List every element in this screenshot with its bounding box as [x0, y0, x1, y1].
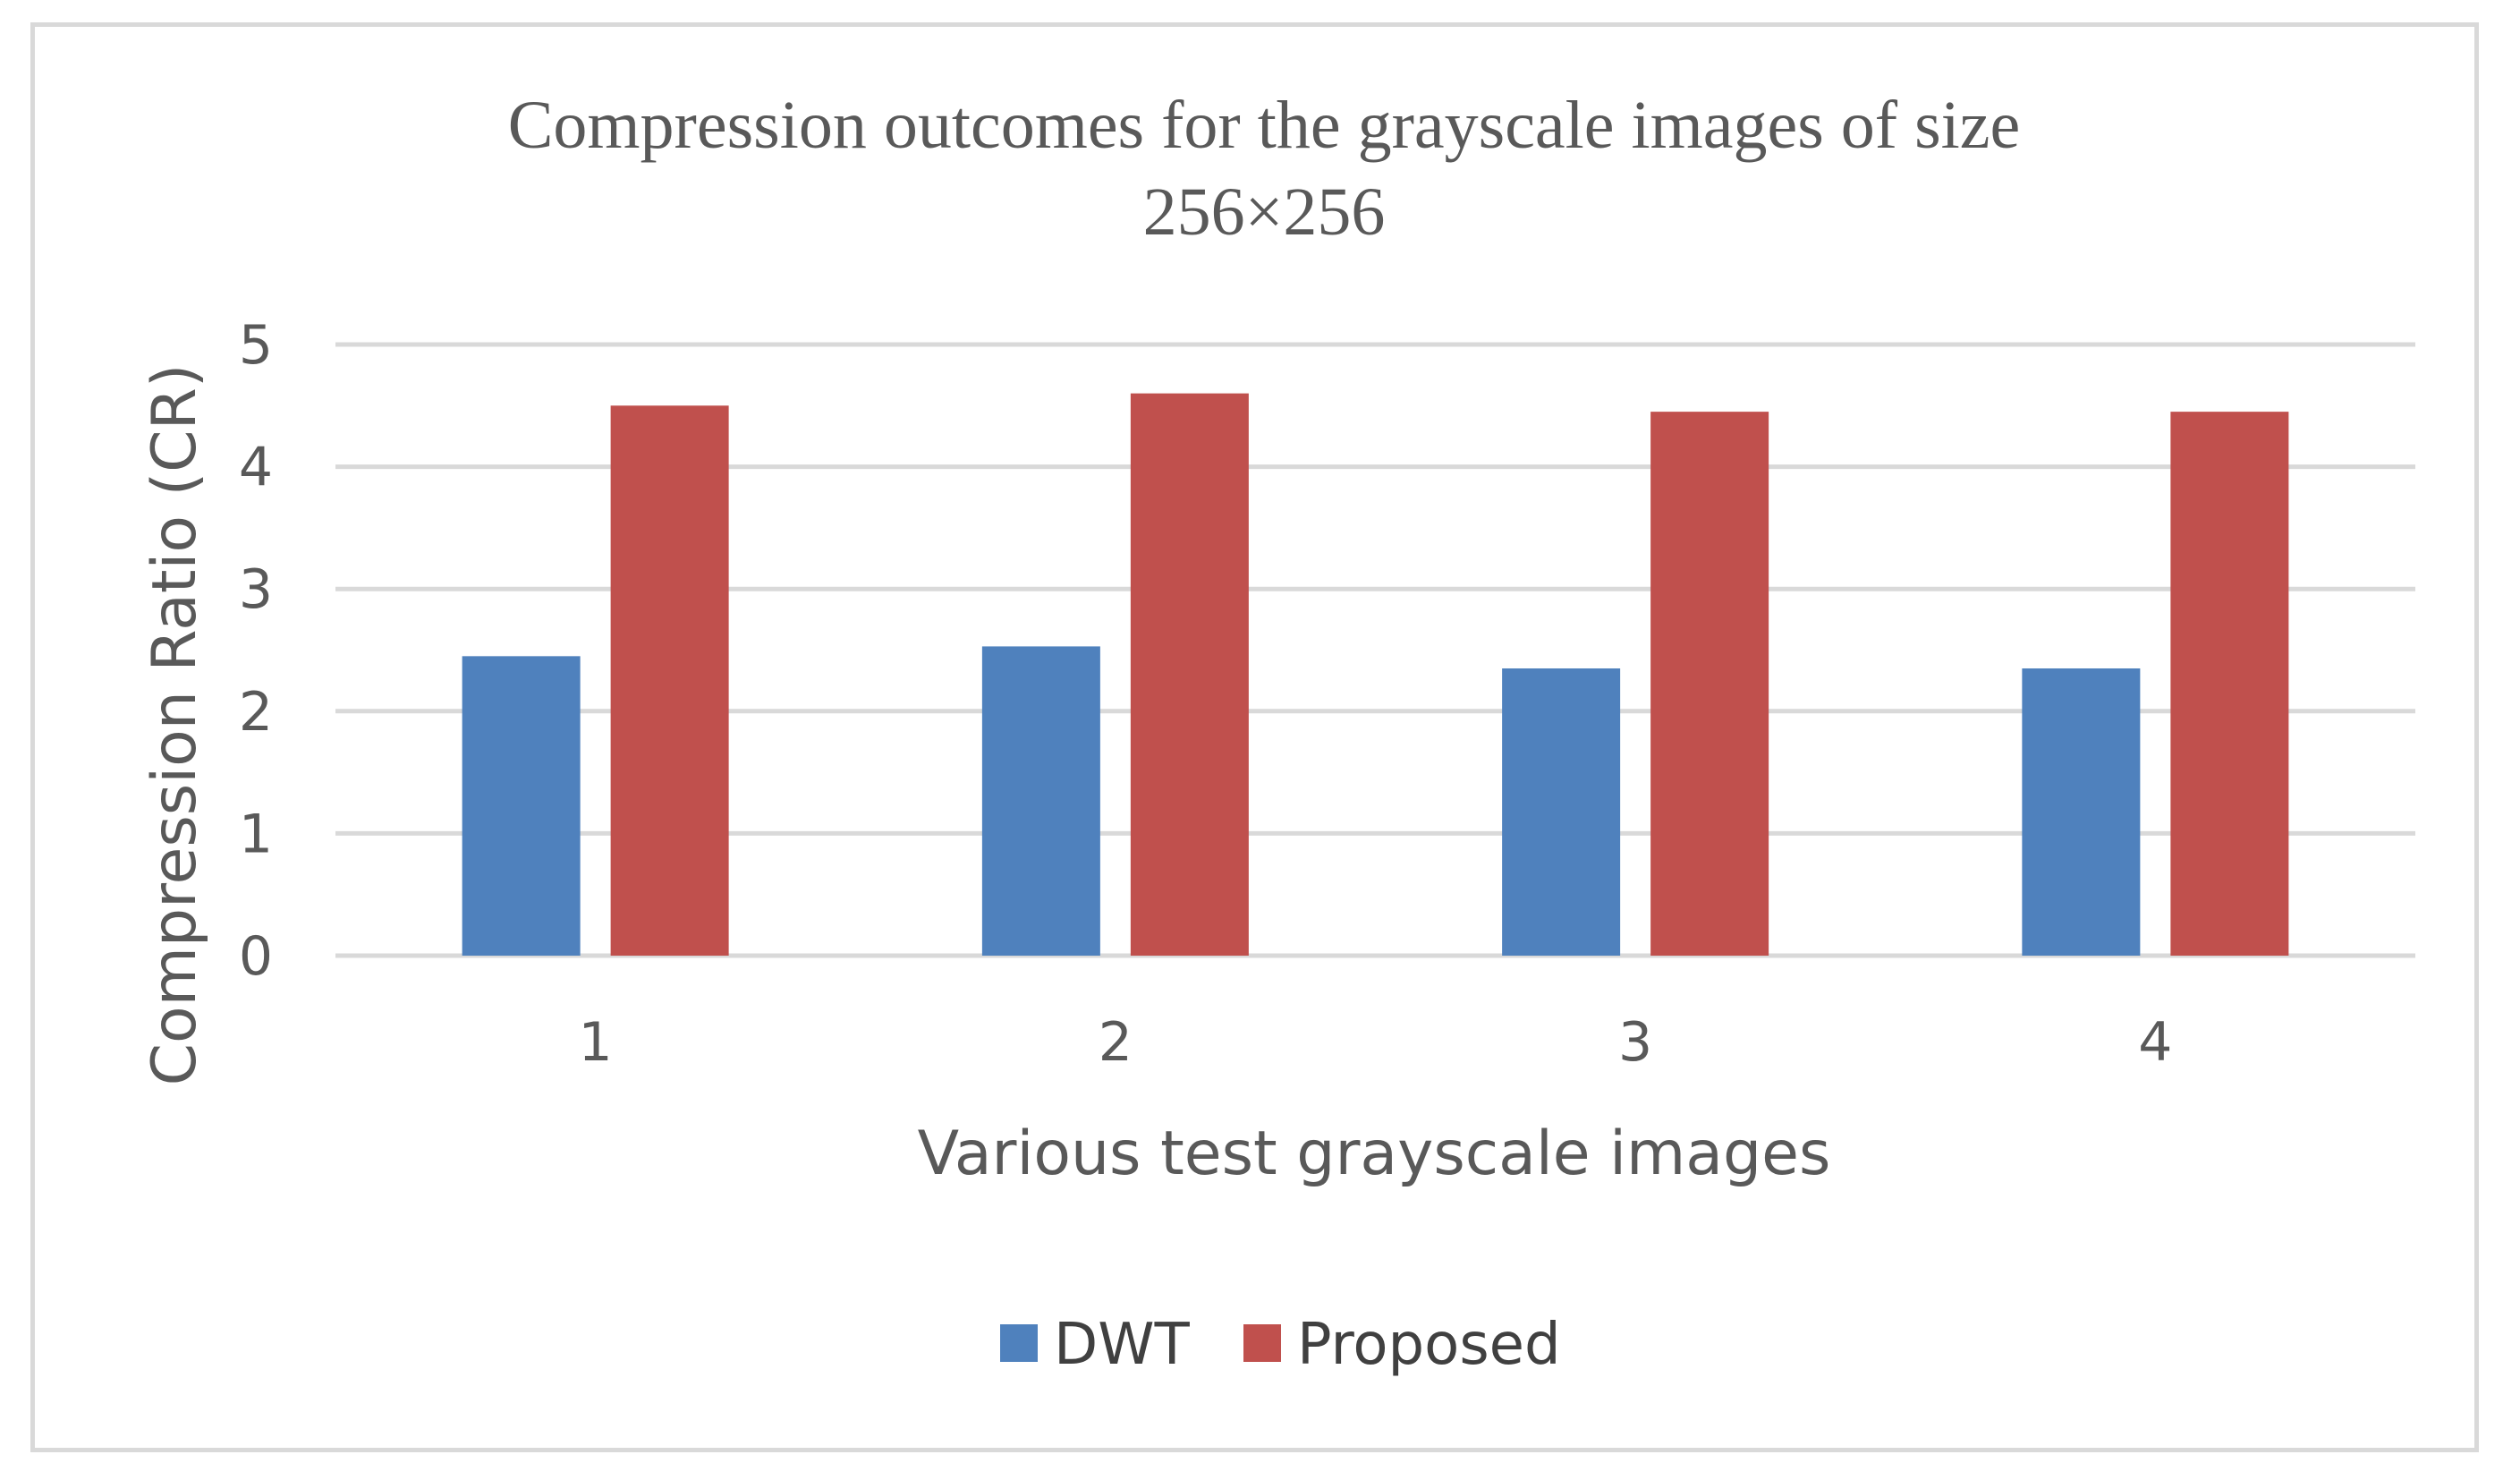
x-tick-label: 1: [579, 1011, 613, 1074]
bar-proposed-3: [1650, 412, 1769, 956]
legend-swatch-dwt: [1000, 1324, 1038, 1362]
y-tick-label: 4: [239, 437, 273, 499]
y-tick-label: 5: [239, 314, 273, 377]
legend-label-dwt: DWT: [1054, 1312, 1191, 1378]
x-tick-label: 3: [1618, 1011, 1652, 1074]
chart-title-line-1: Compression outcomes for the grayscale i…: [508, 88, 2021, 163]
legend: DWT Proposed: [1000, 1312, 1561, 1378]
legend-label-proposed: Proposed: [1297, 1312, 1561, 1378]
bar-dwt-3: [1502, 668, 1621, 956]
bar-proposed-4: [2170, 412, 2289, 956]
bar-proposed-1: [610, 405, 729, 956]
chart-title-line-2: 256×256: [1143, 174, 1386, 250]
x-tick-label: 2: [1099, 1011, 1133, 1074]
bar-dwt-4: [2022, 668, 2141, 956]
x-axis-ticks: 1 2 3 4: [579, 1011, 2173, 1074]
x-axis-label: Various test grayscale images: [918, 1119, 1831, 1189]
y-tick-label: 0: [239, 925, 273, 988]
y-tick-label: 3: [239, 558, 273, 621]
x-tick-label: 4: [2138, 1011, 2172, 1074]
y-axis-ticks: 0 1 2 3 4 5: [239, 314, 273, 988]
bar-dwt-1: [462, 656, 581, 956]
y-tick-label: 2: [239, 681, 273, 744]
bars: [462, 393, 2289, 956]
bar-dwt-2: [981, 646, 1100, 956]
y-axis-label: Compression Ratio (CR): [140, 364, 210, 1086]
y-tick-label: 1: [239, 803, 273, 865]
bar-proposed-2: [1130, 393, 1249, 956]
legend-swatch-proposed: [1243, 1324, 1281, 1362]
